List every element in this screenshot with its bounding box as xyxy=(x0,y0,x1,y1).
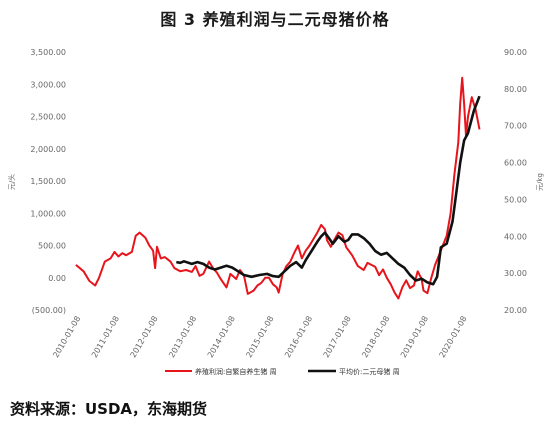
left-tick-label: 3,000.00 xyxy=(30,80,66,89)
right-axis-unit: 元/kg xyxy=(536,173,544,191)
series-line-sow-price xyxy=(176,95,481,286)
left-tick-label: 1,000.00 xyxy=(30,209,66,218)
left-tick-label: 3,500.00 xyxy=(30,48,66,57)
right-tick-label: 90.00 xyxy=(504,48,527,57)
x-tick-label: 2011-01-08 xyxy=(90,315,121,360)
right-tick-label: 70.00 xyxy=(504,122,527,131)
left-tick-label: 0.00 xyxy=(48,274,66,283)
right-tick-label: 40.00 xyxy=(504,232,527,241)
x-tick-label: 2016-01-08 xyxy=(283,315,314,360)
legend-label-profit: 养殖利润:自繁自养生猪 周 xyxy=(195,367,277,376)
x-tick-label: 2013-01-08 xyxy=(167,315,198,360)
series-line-profit xyxy=(75,76,481,300)
left-tick-label: 2,000.00 xyxy=(30,145,66,154)
x-axis-ticks: 2010-01-08 2011-01-08 2012-01-08 2013-01-08… xyxy=(51,315,468,360)
series-layer xyxy=(75,76,481,300)
x-tick-label: 2017-01-08 xyxy=(322,315,353,360)
x-tick-label: 2018-01-08 xyxy=(360,315,391,360)
legend: 养殖利润:自繁自养生猪 周 平均价:二元母猪 周 xyxy=(165,367,400,376)
left-tick-label: 2,500.00 xyxy=(30,113,66,122)
chart-title: 图 3 养殖利润与二元母猪价格 xyxy=(160,10,390,29)
x-tick-label: 2015-01-08 xyxy=(244,315,275,360)
left-axis-unit: 元/头 xyxy=(7,174,16,190)
right-tick-label: 20.00 xyxy=(504,306,527,315)
x-tick-label: 2012-01-08 xyxy=(129,315,160,360)
x-tick-label: 2014-01-08 xyxy=(206,315,237,360)
left-axis-ticks: (500.00) 0.00 500.00 1,000.00 1,500.00 2,000.… xyxy=(30,48,66,315)
source-note: 资料来源：USDA，东海期货 xyxy=(10,400,208,418)
right-tick-label: 50.00 xyxy=(504,195,527,204)
right-tick-label: 30.00 xyxy=(504,269,527,278)
legend-label-sow-price: 平均价:二元母猪 周 xyxy=(339,367,400,376)
right-tick-label: 60.00 xyxy=(504,159,527,168)
x-tick-label: 2010-01-08 xyxy=(51,315,82,360)
left-tick-label: 1,500.00 xyxy=(30,177,66,186)
x-tick-label: 2019-01-08 xyxy=(399,315,430,360)
right-axis-ticks: 20.00 30.00 40.00 50.00 60.00 70.00 80.00 90.00 xyxy=(504,48,527,315)
x-tick-label: 2020-01-08 xyxy=(438,315,469,360)
left-tick-label: (500.00) xyxy=(32,306,66,315)
left-tick-label: 500.00 xyxy=(38,242,66,251)
right-tick-label: 80.00 xyxy=(504,85,527,94)
